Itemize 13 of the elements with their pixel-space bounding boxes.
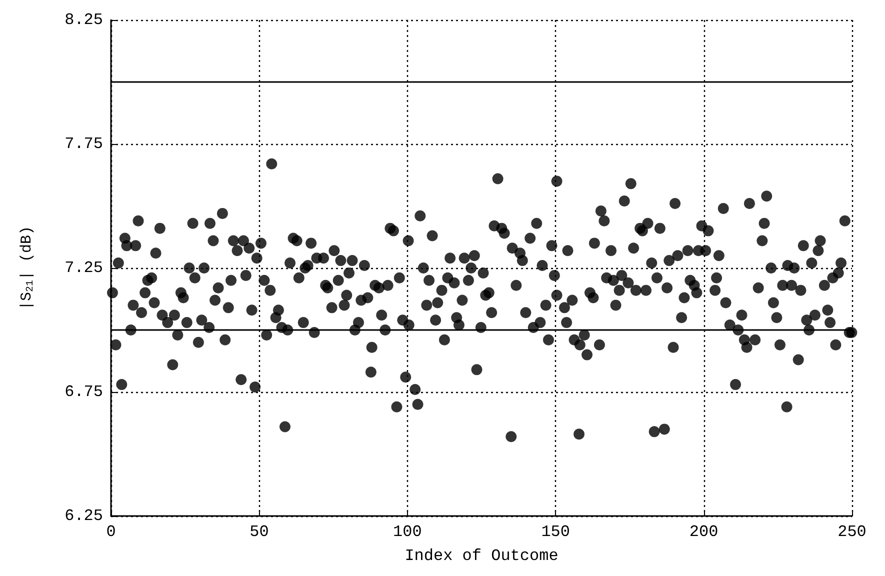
y-axis-title: |S21| (dB) xyxy=(18,226,36,310)
y-tick-label: 7.25 xyxy=(64,259,103,277)
x-tick-label: 250 xyxy=(838,523,866,541)
y-tick-label: 7.75 xyxy=(64,135,103,153)
x-tick-label: 100 xyxy=(392,523,422,541)
x-tick-label: 150 xyxy=(541,523,570,541)
x-axis-title: Index of Outcome xyxy=(404,547,558,565)
y-tick-label: 8.25 xyxy=(64,11,103,29)
x-tick-label: 50 xyxy=(250,523,269,541)
x-tick-label: 200 xyxy=(689,523,718,541)
y-tick-label: 6.25 xyxy=(64,507,103,525)
x-tick-label: 0 xyxy=(106,523,116,541)
y-tick-label: 6.75 xyxy=(64,383,103,401)
